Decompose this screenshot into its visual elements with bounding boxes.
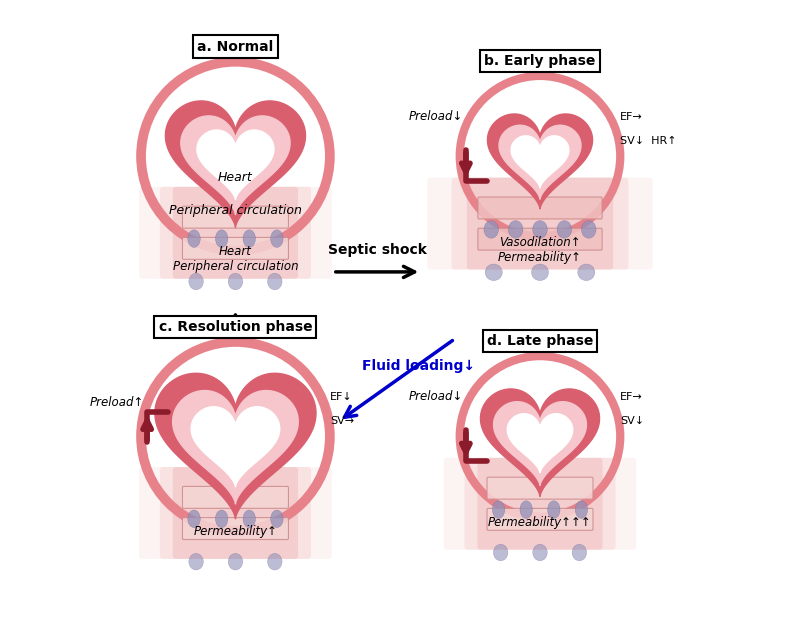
FancyBboxPatch shape: [160, 467, 311, 559]
Text: b. Early phase: b. Early phase: [483, 54, 595, 68]
Ellipse shape: [215, 230, 228, 247]
Polygon shape: [487, 114, 592, 209]
Polygon shape: [499, 125, 580, 199]
Ellipse shape: [485, 264, 502, 280]
FancyBboxPatch shape: [182, 237, 288, 259]
FancyBboxPatch shape: [160, 187, 311, 278]
Ellipse shape: [228, 273, 242, 290]
Ellipse shape: [581, 221, 595, 238]
FancyBboxPatch shape: [464, 458, 615, 549]
Polygon shape: [493, 402, 586, 486]
Ellipse shape: [242, 510, 255, 528]
Ellipse shape: [187, 510, 200, 528]
Polygon shape: [480, 389, 599, 497]
Text: SV↓: SV↓: [620, 416, 644, 426]
Text: SV→: SV→: [329, 416, 354, 426]
Ellipse shape: [267, 553, 281, 570]
Ellipse shape: [532, 221, 547, 238]
Text: Permeability↑: Permeability↑: [193, 525, 277, 538]
Polygon shape: [155, 373, 315, 519]
Ellipse shape: [574, 501, 587, 518]
Ellipse shape: [493, 545, 507, 561]
Polygon shape: [165, 101, 305, 227]
Text: Preload↓: Preload↓: [408, 390, 462, 403]
Ellipse shape: [577, 264, 594, 280]
FancyBboxPatch shape: [451, 178, 628, 270]
Text: SV↓  HR↑: SV↓ HR↑: [620, 136, 676, 146]
Ellipse shape: [547, 501, 560, 518]
FancyBboxPatch shape: [173, 467, 298, 559]
Polygon shape: [191, 407, 280, 487]
Text: EF↓: EF↓: [329, 392, 352, 402]
FancyBboxPatch shape: [487, 477, 592, 499]
Ellipse shape: [556, 221, 571, 238]
FancyBboxPatch shape: [182, 518, 288, 540]
Text: EF→: EF→: [620, 392, 642, 402]
Text: a. Normal: a. Normal: [197, 39, 273, 54]
Text: c. Resolution phase: c. Resolution phase: [158, 320, 312, 334]
Text: Vasodilation↑
Permeability↑: Vasodilation↑ Permeability↑: [497, 235, 581, 264]
FancyBboxPatch shape: [173, 187, 298, 278]
FancyBboxPatch shape: [182, 206, 288, 228]
Ellipse shape: [572, 545, 586, 561]
Ellipse shape: [242, 230, 255, 247]
FancyBboxPatch shape: [139, 467, 331, 559]
Ellipse shape: [270, 510, 283, 528]
Ellipse shape: [189, 553, 203, 570]
Text: Preload↓: Preload↓: [408, 110, 462, 123]
FancyBboxPatch shape: [478, 228, 602, 250]
Ellipse shape: [519, 501, 532, 518]
Polygon shape: [181, 116, 290, 215]
Ellipse shape: [531, 264, 548, 280]
Ellipse shape: [267, 273, 281, 290]
FancyBboxPatch shape: [466, 178, 612, 270]
Text: Peripheral circulation: Peripheral circulation: [169, 204, 302, 217]
FancyBboxPatch shape: [477, 458, 602, 549]
Text: Heart
Peripheral circulation: Heart Peripheral circulation: [173, 245, 298, 273]
Ellipse shape: [508, 221, 522, 238]
Ellipse shape: [189, 273, 203, 290]
FancyBboxPatch shape: [139, 187, 331, 278]
Text: Heart: Heart: [218, 171, 252, 184]
FancyBboxPatch shape: [444, 458, 636, 549]
Polygon shape: [173, 391, 298, 504]
Ellipse shape: [270, 230, 283, 247]
Text: EF→: EF→: [620, 112, 642, 121]
FancyBboxPatch shape: [427, 178, 652, 270]
Text: Septic shock: Septic shock: [328, 243, 427, 257]
Ellipse shape: [187, 230, 200, 247]
Ellipse shape: [483, 221, 498, 238]
Ellipse shape: [228, 553, 242, 570]
Ellipse shape: [215, 510, 228, 528]
Text: d. Late phase: d. Late phase: [487, 334, 593, 348]
FancyBboxPatch shape: [487, 508, 592, 530]
FancyBboxPatch shape: [182, 487, 288, 508]
Ellipse shape: [491, 501, 504, 518]
FancyBboxPatch shape: [478, 197, 602, 219]
Polygon shape: [197, 130, 273, 199]
Polygon shape: [507, 414, 572, 473]
Text: Permeability↑↑↑: Permeability↑↑↑: [487, 516, 591, 529]
Text: Fluid loading↓: Fluid loading↓: [361, 359, 474, 373]
Ellipse shape: [532, 545, 547, 561]
Polygon shape: [510, 136, 569, 188]
Text: Preload↑: Preload↑: [89, 396, 144, 409]
